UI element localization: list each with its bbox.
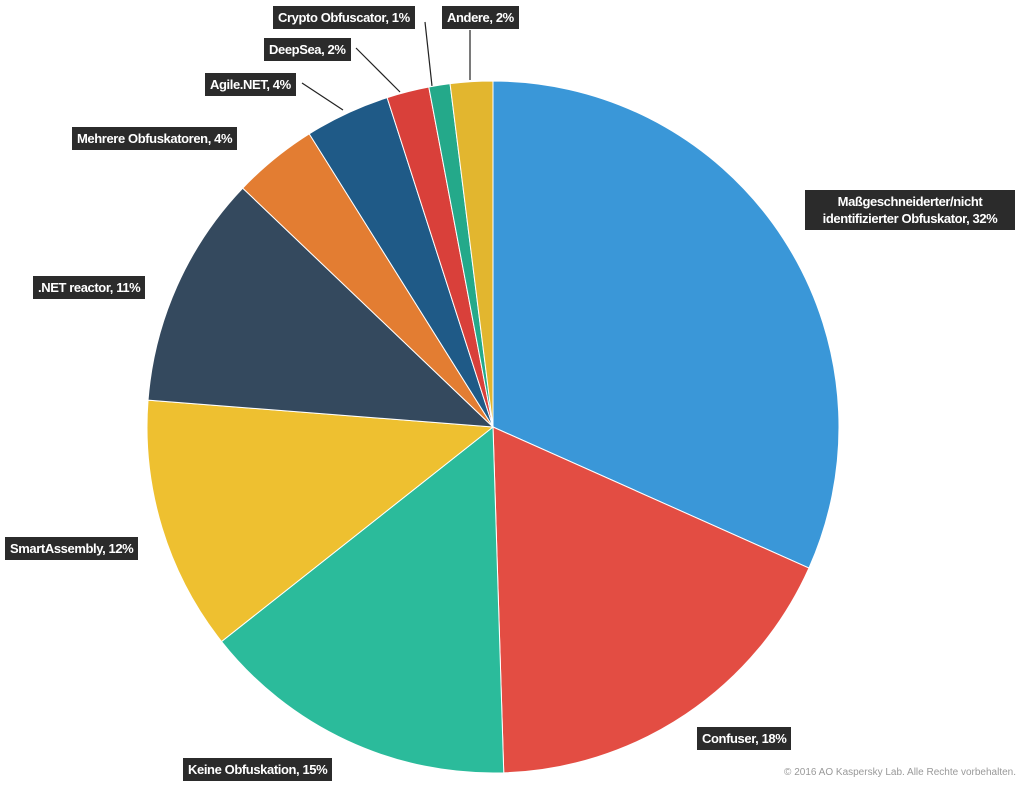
leader-lines [301,21,471,111]
slice-label: Confuser, 18% [697,727,792,750]
pie-slice [146,399,495,643]
slice-label: Keine Obfuskation, 15% [183,758,333,781]
slice-label: SmartAssembly, 12% [5,537,139,560]
leader-line [355,47,401,93]
pie-slice [492,80,840,569]
slice-label: Mehrere Obfuskatoren, 4% [72,127,238,150]
copyright: © 2016 AO Kaspersky Lab. Alle Rechte vor… [784,767,1016,778]
slice-label: Agile.NET, 4% [205,73,296,96]
leader-line [301,82,344,111]
slice-label: .NET reactor, 11% [33,276,146,299]
slice-label: Crypto Obfuscator, 1% [273,6,415,29]
slice-label: DeepSea, 2% [264,38,351,61]
pie-slice [220,425,505,774]
pie-slice [147,187,495,428]
pie-slice [492,426,810,774]
leader-line [424,21,433,87]
slice-label: Maßgeschneiderter/nicht identifizierter … [805,190,1015,230]
slice-label: Andere, 2% [442,6,519,29]
pie-slice [449,80,494,428]
